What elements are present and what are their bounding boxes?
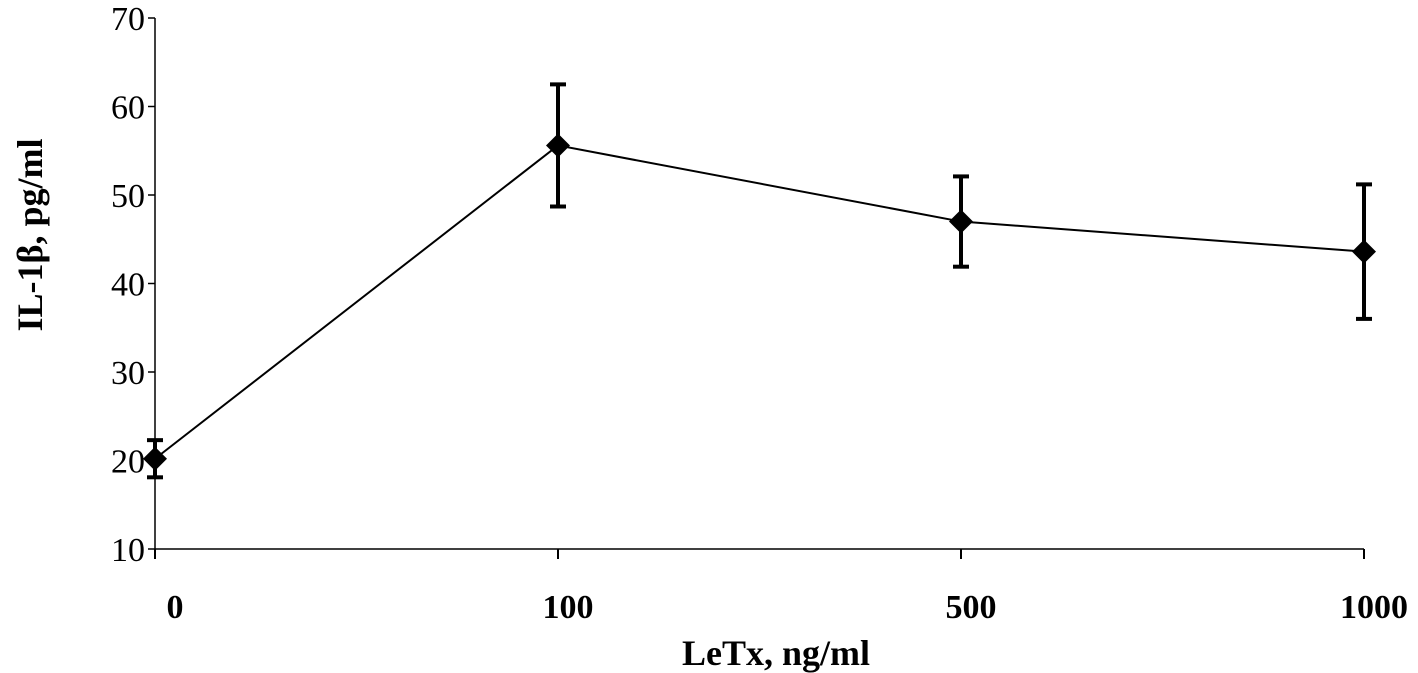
data-point [546, 133, 570, 158]
x-tick-label: 100 [543, 589, 594, 626]
y-axis-title: IL-1β, pg/ml [10, 139, 50, 332]
y-tick-label: 60 [111, 90, 145, 127]
data-point [143, 446, 167, 471]
x-tick-label: 1000 [1340, 589, 1408, 626]
y-tick-label: 10 [111, 532, 145, 569]
x-tick-label: 500 [946, 589, 997, 626]
y-tick-label: 30 [111, 355, 145, 392]
y-tick-label: 40 [111, 267, 145, 304]
x-axis: 0 100 500 1000 [154, 548, 1408, 626]
series-line [154, 144, 1365, 460]
x-tick-label: 0 [167, 589, 184, 626]
y-axis: 10 20 30 40 50 60 70 [111, 1, 156, 569]
y-tick-label: 50 [111, 178, 145, 215]
data-point [949, 209, 973, 234]
series-layer [143, 82, 1376, 480]
data-point [1352, 239, 1376, 264]
x-axis-title: LeTx, ng/ml [682, 633, 870, 673]
y-tick-label: 20 [111, 444, 145, 481]
y-tick-label: 70 [111, 1, 145, 38]
